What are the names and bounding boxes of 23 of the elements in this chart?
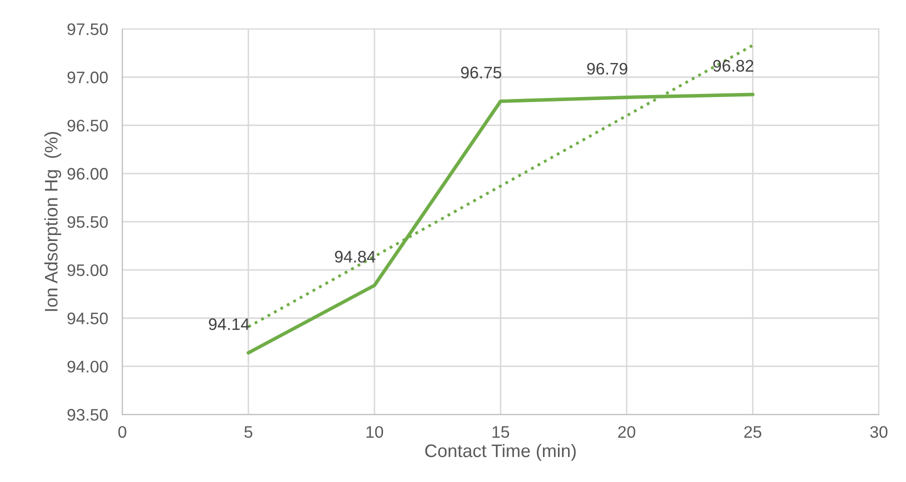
y-tick-label: 94.00 bbox=[68, 360, 108, 373]
y-tick-label: 97.50 bbox=[68, 23, 108, 36]
x-tick-label: 0 bbox=[118, 426, 126, 438]
x-tick-label: 30 bbox=[870, 426, 888, 438]
data-label: 96.79 bbox=[587, 62, 628, 75]
data-label: 94.84 bbox=[334, 250, 376, 263]
data-label: 96.75 bbox=[461, 66, 502, 78]
y-tick-label: 94.50 bbox=[68, 312, 108, 324]
x-tick-label: 20 bbox=[618, 426, 636, 438]
x-axis-title: Contact Time (min) bbox=[425, 444, 576, 461]
y-tick-label: 96.50 bbox=[68, 120, 108, 132]
x-tick-label: 15 bbox=[492, 426, 510, 438]
x-tick-label: 25 bbox=[744, 426, 762, 438]
y-tick-label: 93.50 bbox=[68, 408, 108, 421]
y-tick-label: 95.50 bbox=[68, 216, 108, 228]
y-tick-label: 95.00 bbox=[68, 264, 108, 276]
y-axis-title: Ion Adsorption Hg (%) bbox=[44, 132, 62, 311]
y-tick-label: 96.00 bbox=[68, 168, 108, 180]
data-label: 96.82 bbox=[713, 60, 754, 72]
y-tick-label: 97.00 bbox=[68, 72, 108, 84]
x-tick-label: 10 bbox=[366, 426, 384, 438]
x-tick-label: 5 bbox=[244, 426, 252, 438]
data-label: 94.14 bbox=[208, 318, 250, 330]
